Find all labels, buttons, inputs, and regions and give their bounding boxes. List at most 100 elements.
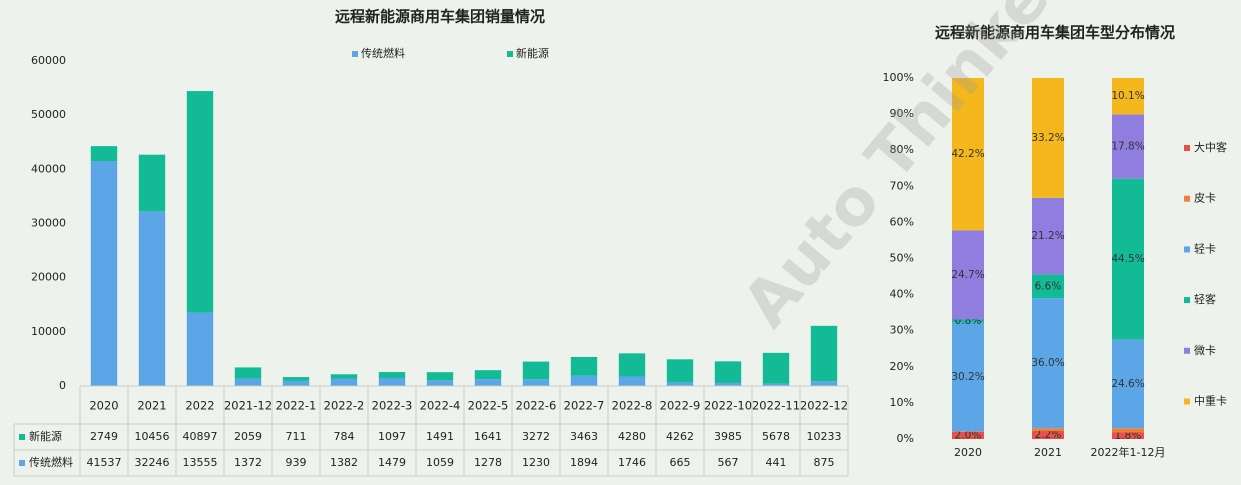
bar-segment bbox=[952, 230, 984, 320]
bar-segment bbox=[810, 381, 838, 386]
bar-segment bbox=[1032, 274, 1064, 299]
table-legend-key bbox=[19, 460, 25, 466]
table-header: 2022-2 bbox=[324, 399, 365, 413]
table-header: 2022-5 bbox=[468, 399, 509, 413]
data-label: 21.2% bbox=[1031, 230, 1064, 242]
table-header: 2022-7 bbox=[564, 399, 605, 413]
y-tick-label: 20% bbox=[890, 360, 914, 373]
legend-key bbox=[352, 51, 358, 57]
bar-segment bbox=[426, 372, 454, 381]
data-label: 33.2% bbox=[1031, 132, 1064, 144]
bar-segment bbox=[952, 431, 984, 439]
y-tick-label: 60000 bbox=[31, 54, 66, 67]
table-legend-key bbox=[19, 434, 25, 440]
bar-segment bbox=[1112, 428, 1144, 433]
legend-label: 微卡 bbox=[1194, 343, 1216, 357]
bar-segment bbox=[330, 374, 358, 379]
data-label: 6.6% bbox=[1035, 280, 1062, 292]
plots: 0 10000 20000 30000 40000 50000 60000 2020 2021 2… bbox=[13, 46, 1227, 477]
y-tick-label: 20000 bbox=[31, 271, 66, 284]
bar-segment bbox=[186, 312, 214, 386]
table-cell: 3272 bbox=[522, 430, 550, 443]
y-tick-label: 100% bbox=[883, 71, 914, 84]
table-cell: 41537 bbox=[87, 456, 122, 469]
bar-segment bbox=[474, 370, 502, 380]
y-tick-label: 50% bbox=[890, 252, 914, 265]
y-tick-label: 10000 bbox=[31, 325, 66, 338]
data-label: 2.2% bbox=[1035, 429, 1062, 441]
table-cell: 1382 bbox=[330, 456, 358, 469]
table-cell: 32246 bbox=[135, 456, 170, 469]
bar-segment bbox=[1112, 178, 1144, 340]
table-header: 2022-9 bbox=[660, 399, 701, 413]
data-label: 2.0% bbox=[955, 429, 982, 441]
bar-segment bbox=[952, 322, 984, 432]
legend-key bbox=[1184, 145, 1190, 151]
table-cell: 3985 bbox=[714, 430, 742, 443]
bar-segment bbox=[234, 378, 262, 386]
bar-segment bbox=[378, 372, 406, 378]
data-label: 42.2% bbox=[951, 148, 984, 160]
table-cell: 4280 bbox=[618, 430, 646, 443]
bar-segment bbox=[666, 382, 694, 386]
y-tick-label: 40000 bbox=[31, 162, 66, 175]
data-label: 17.8% bbox=[1111, 141, 1144, 153]
data-label: 30.2% bbox=[951, 371, 984, 383]
bar-segment bbox=[1112, 114, 1144, 179]
y-tick-label: 70% bbox=[890, 179, 914, 192]
table-cell: 10456 bbox=[135, 430, 170, 443]
y-tick-label: 40% bbox=[890, 288, 914, 301]
table-cell: 1894 bbox=[570, 456, 598, 469]
bar-segment bbox=[810, 325, 838, 382]
table-header: 2021-12 bbox=[224, 399, 272, 413]
bar-segment bbox=[1112, 339, 1144, 429]
bar-segment bbox=[1112, 432, 1144, 439]
legend-key bbox=[1184, 246, 1190, 253]
table-row-label: 传统燃料 bbox=[29, 455, 73, 469]
legend-label: 大中客 bbox=[1194, 140, 1227, 154]
table-cell: 711 bbox=[286, 430, 307, 443]
bar-segment bbox=[714, 361, 742, 383]
y-tick-label: 80% bbox=[890, 143, 914, 156]
table-cell: 3463 bbox=[570, 430, 598, 443]
y-tick-label: 50000 bbox=[31, 108, 66, 121]
table-header: 2021 bbox=[137, 399, 166, 413]
bar-segment bbox=[1032, 78, 1064, 198]
table-cell: 665 bbox=[670, 456, 691, 469]
bar-segment bbox=[1032, 428, 1064, 432]
y-tick-label: 60% bbox=[890, 215, 914, 228]
table-header: 2022-6 bbox=[516, 399, 557, 413]
table-header: 2022-12 bbox=[800, 399, 848, 413]
table-header: 2022-1 bbox=[276, 399, 317, 413]
x-tick-label: 2020 bbox=[954, 446, 982, 459]
table-cell: 10233 bbox=[807, 430, 842, 443]
bar-segment bbox=[378, 377, 406, 386]
x-tick-label: 2022年1-12月 bbox=[1091, 445, 1166, 459]
table-cell: 13555 bbox=[183, 456, 218, 469]
bar-segment bbox=[522, 379, 550, 386]
bar-segment bbox=[330, 378, 358, 386]
table-header: 2020 bbox=[89, 399, 118, 413]
bar-segment bbox=[952, 319, 984, 323]
y-tick-label: 0% bbox=[897, 432, 914, 445]
bar-segment bbox=[282, 380, 310, 386]
bar-segment bbox=[474, 379, 502, 386]
data-label: 10.1% bbox=[1111, 90, 1144, 102]
table-cell: 4262 bbox=[666, 430, 694, 443]
data-label: 24.7% bbox=[951, 269, 984, 281]
y-tick-label: 0 bbox=[59, 379, 66, 392]
legend-key bbox=[1184, 297, 1190, 304]
table-header: 2022 bbox=[185, 399, 214, 413]
bar-segment bbox=[618, 353, 646, 377]
table-cell: 875 bbox=[814, 456, 835, 469]
bar-segment bbox=[952, 78, 984, 231]
legend-key bbox=[1184, 195, 1190, 202]
legend-label: 传统燃料 bbox=[361, 46, 405, 60]
table-cell: 40897 bbox=[183, 430, 218, 443]
bar-segment bbox=[1032, 298, 1064, 429]
table-header: 2022-10 bbox=[704, 399, 752, 413]
table-cell: 567 bbox=[718, 456, 739, 469]
bar-segment bbox=[186, 91, 214, 313]
table-cell: 1491 bbox=[426, 430, 454, 443]
